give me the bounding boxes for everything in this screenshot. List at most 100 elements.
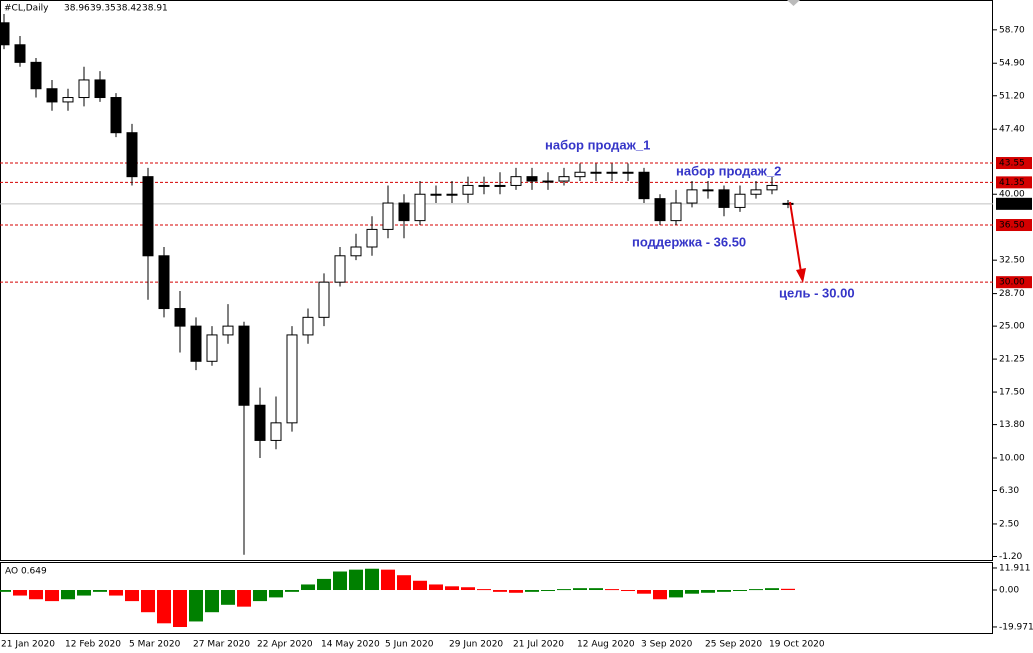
annotation: поддержка - 36.50 <box>632 234 746 249</box>
candle <box>254 404 266 441</box>
ao-bar <box>13 590 27 596</box>
candle <box>510 176 522 186</box>
ao-bar <box>701 590 715 593</box>
ao-bar <box>733 590 747 592</box>
candle <box>46 88 58 103</box>
candle <box>638 171 650 200</box>
y-tick-label: 54.90 <box>999 59 1025 69</box>
ao-bar <box>45 590 59 602</box>
candle <box>654 198 666 222</box>
plot: 58.70 54.90 51.20 47.40 40.00 32.50 28.70 25.00… <box>0 14 1033 650</box>
candle <box>238 325 250 406</box>
ao-bar <box>637 590 651 594</box>
main-frame <box>0 0 993 561</box>
candle <box>462 184 474 195</box>
ao-bar <box>669 590 683 598</box>
candle <box>350 246 362 257</box>
candle <box>574 171 586 178</box>
ao-bar <box>77 590 91 596</box>
header-high: 39.35 <box>90 4 116 14</box>
y-tick-label: 13.80 <box>999 420 1025 430</box>
candle <box>446 193 458 196</box>
ao-bar <box>237 590 251 607</box>
candle <box>62 97 74 103</box>
ao-bar <box>205 590 219 613</box>
y-tick-label: 51.20 <box>999 91 1025 101</box>
ao-bar <box>461 587 475 591</box>
ao-bar <box>685 590 699 594</box>
x-tick-label: 5 Jun 2020 <box>385 640 434 650</box>
ao-bar <box>621 590 635 592</box>
level-label: 38.91 <box>999 199 1025 209</box>
candle <box>206 334 218 362</box>
ao-bar <box>61 590 75 600</box>
level-badge <box>996 197 1032 210</box>
candle <box>702 189 714 192</box>
ao-bar <box>285 590 299 592</box>
x-tick-label: 3 Sep 2020 <box>641 640 693 650</box>
ao-bar <box>445 586 459 591</box>
y-tick-label: 0.00 <box>999 586 1019 596</box>
ao-bar <box>365 568 379 591</box>
header-open: 38.96 <box>64 4 90 14</box>
candle <box>382 202 394 230</box>
x-tick-label: 25 Sep 2020 <box>705 640 762 650</box>
arrow-shaft <box>789 201 802 273</box>
candle <box>430 193 442 196</box>
candle <box>542 180 554 183</box>
ao-bar <box>269 590 283 598</box>
ao-title: AO 0.649 <box>5 567 47 577</box>
candle <box>622 171 634 174</box>
x-tick-label: 22 Apr 2020 <box>257 640 313 650</box>
candle <box>158 255 170 310</box>
candle <box>782 202 794 205</box>
y-tick-label: 2.50 <box>999 519 1019 529</box>
level-label: 41.35 <box>999 178 1025 188</box>
level-label: 36.50 <box>999 221 1025 231</box>
candle <box>94 79 106 99</box>
level-label: 43.55 <box>999 159 1025 169</box>
y-tick-label: 32.50 <box>999 256 1025 266</box>
x-tick-label: 21 Jan 2020 <box>1 640 55 650</box>
shift-marker <box>787 0 800 6</box>
y-tick-label: 25.00 <box>999 322 1025 332</box>
ao-bar <box>29 590 43 600</box>
candle <box>14 44 26 63</box>
y-tick-label: 6.30 <box>999 486 1019 496</box>
candle <box>334 255 346 283</box>
y-tick-label: 10.00 <box>999 454 1025 464</box>
candle <box>734 193 746 208</box>
candle <box>126 132 138 178</box>
ao-bar <box>381 569 395 591</box>
ao-bar <box>765 588 779 591</box>
ao-bar <box>125 590 139 602</box>
ao-bar <box>557 589 571 591</box>
y-tick-label: 58.70 <box>999 25 1025 35</box>
arrow-head <box>796 268 806 283</box>
header-symbol: #CL,Daily <box>4 4 49 14</box>
ao-bar <box>397 575 411 591</box>
ao-bar <box>109 590 123 596</box>
x-tick-label: 12 Feb 2020 <box>65 640 121 650</box>
candle <box>174 308 186 327</box>
x-tick-label: 29 Jun 2020 <box>449 640 503 650</box>
x-tick-label: 5 Mar 2020 <box>129 640 181 650</box>
y-tick-label: 11.911 <box>999 563 1031 573</box>
ao-bar <box>493 590 507 592</box>
ao-bar <box>253 590 267 602</box>
candle <box>750 189 762 195</box>
ao-bar <box>509 590 523 593</box>
ao-bar <box>173 590 187 628</box>
candle <box>318 281 330 318</box>
level-badge <box>996 276 1032 289</box>
candle <box>366 228 378 248</box>
ao-bar <box>0 590 11 592</box>
candle <box>718 189 730 208</box>
y-tick-label: 21.25 <box>999 355 1025 365</box>
ao-bar <box>333 571 347 591</box>
ao-bar <box>301 584 315 591</box>
header-close: 38.91 <box>142 4 168 14</box>
candle <box>30 61 42 90</box>
ao-bar <box>541 590 555 592</box>
ao-bar <box>317 578 331 591</box>
